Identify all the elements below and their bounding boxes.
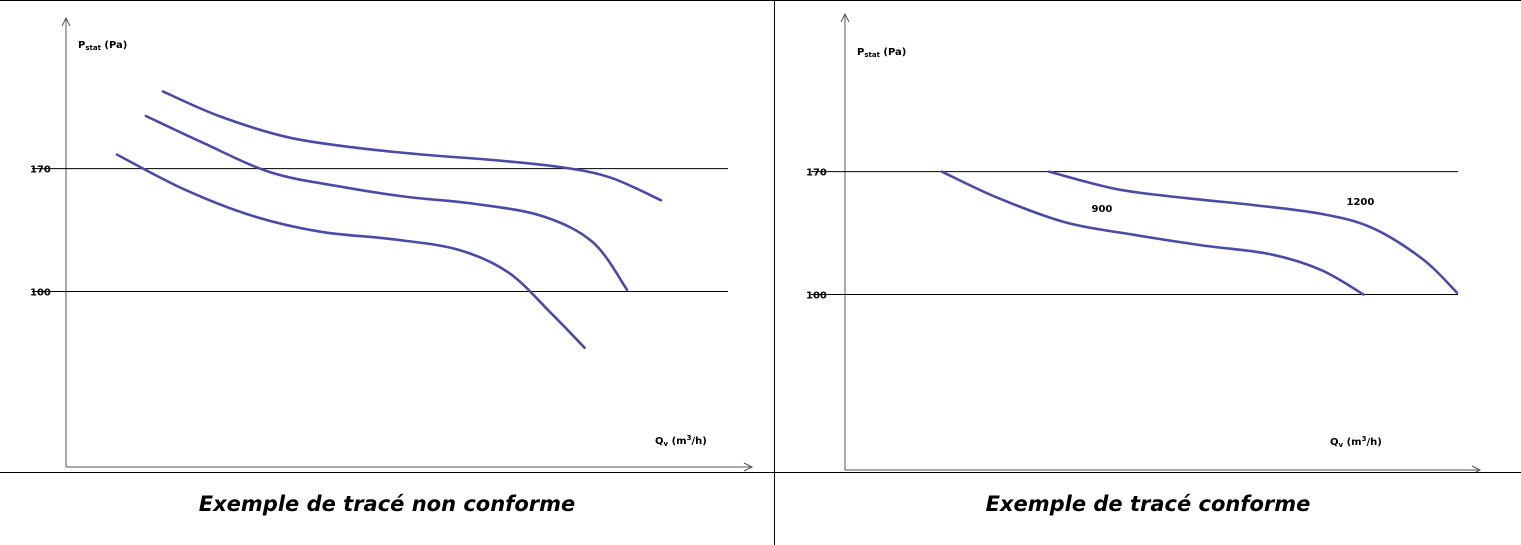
y-axis-label: Pstat (Pa) bbox=[857, 47, 906, 59]
y-axis-label: Pstat (Pa) bbox=[78, 40, 127, 52]
reference-label-170: 170 bbox=[30, 165, 51, 176]
curve-label-900: 900 bbox=[1092, 204, 1113, 215]
chart-conforme: 170 100 Pstat (Pa) Qv (m3/h) 900 1200 bbox=[806, 12, 1482, 472]
curve-3 bbox=[115, 153, 586, 349]
chart-panel-non-conforme: 170 100 Pstat (Pa) Qv (m3/h) Exemple de tra… bbox=[30, 0, 775, 545]
chart-non-conforme: 170 100 Pstat (Pa) Qv (m3/h) bbox=[30, 16, 754, 472]
curve-2 bbox=[144, 114, 629, 292]
caption-non-conforme: Exemple de tracé non conforme bbox=[198, 492, 576, 516]
curve-1 bbox=[161, 90, 663, 202]
chart-panel-conforme: 170 100 Pstat (Pa) Qv (m3/h) 900 1200 Exemple… bbox=[775, 0, 1521, 545]
x-axis-label: Qv (m3/h) bbox=[655, 434, 707, 448]
caption-conforme: Exemple de tracé conforme bbox=[985, 492, 1311, 516]
caption-separator bbox=[0, 472, 1521, 473]
reference-label-100: 100 bbox=[30, 288, 51, 299]
curve-label-1200: 1200 bbox=[1347, 197, 1375, 208]
x-axis-label: Qv (m3/h) bbox=[1330, 435, 1382, 449]
y-axis-arrow-icon bbox=[61, 16, 71, 27]
curve-900 bbox=[940, 170, 1365, 296]
y-axis-arrow-icon bbox=[840, 12, 850, 23]
x-axis-arrow-icon bbox=[1471, 465, 1482, 472]
x-axis-arrow-icon bbox=[743, 462, 754, 472]
top-border bbox=[0, 0, 1521, 1]
reference-label-170: 170 bbox=[806, 168, 827, 179]
curve-1200 bbox=[1047, 170, 1459, 295]
reference-label-100: 100 bbox=[806, 291, 827, 302]
